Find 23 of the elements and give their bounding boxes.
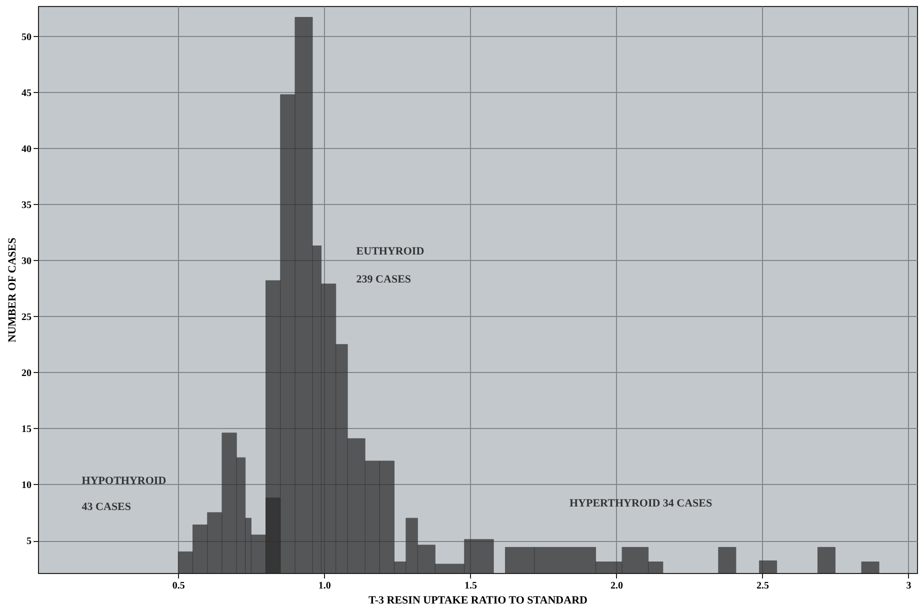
x-axis-title: T-3 RESIN UPTAKE RATIO TO STANDARD — [368, 594, 588, 606]
x-tick-label: 3 — [906, 580, 912, 592]
y-tick-label: 5 — [26, 536, 32, 548]
y-tick-label: 45 — [22, 88, 32, 99]
x-tick-label: 2.5 — [756, 580, 769, 592]
y-axis-title: NUMBER OF CASES — [6, 238, 18, 342]
y-tick-label: 15 — [22, 424, 32, 435]
x-tick-label: 0.5 — [172, 580, 185, 592]
annotation: 43 CASES — [82, 500, 132, 513]
annotation: EUTHYROID — [356, 245, 424, 258]
y-tick-label: 50 — [22, 32, 32, 43]
y-tick-label: 25 — [22, 312, 32, 323]
x-tick-label: 1.5 — [464, 580, 477, 592]
annotation: HYPOTHYROID — [82, 475, 166, 488]
x-tick-label: 1.0 — [318, 580, 331, 592]
annotation: HYPERTHYROID 34 CASES — [569, 498, 712, 510]
y-tick-label: 40 — [22, 144, 32, 155]
y-tick-label: 10 — [22, 480, 32, 491]
y-tick-label: 30 — [22, 256, 32, 267]
x-tick-label: 2.0 — [610, 580, 623, 592]
y-tick-label: 20 — [22, 368, 32, 379]
annotation: 239 CASES — [356, 273, 412, 286]
y-tick-label: 35 — [22, 200, 32, 211]
